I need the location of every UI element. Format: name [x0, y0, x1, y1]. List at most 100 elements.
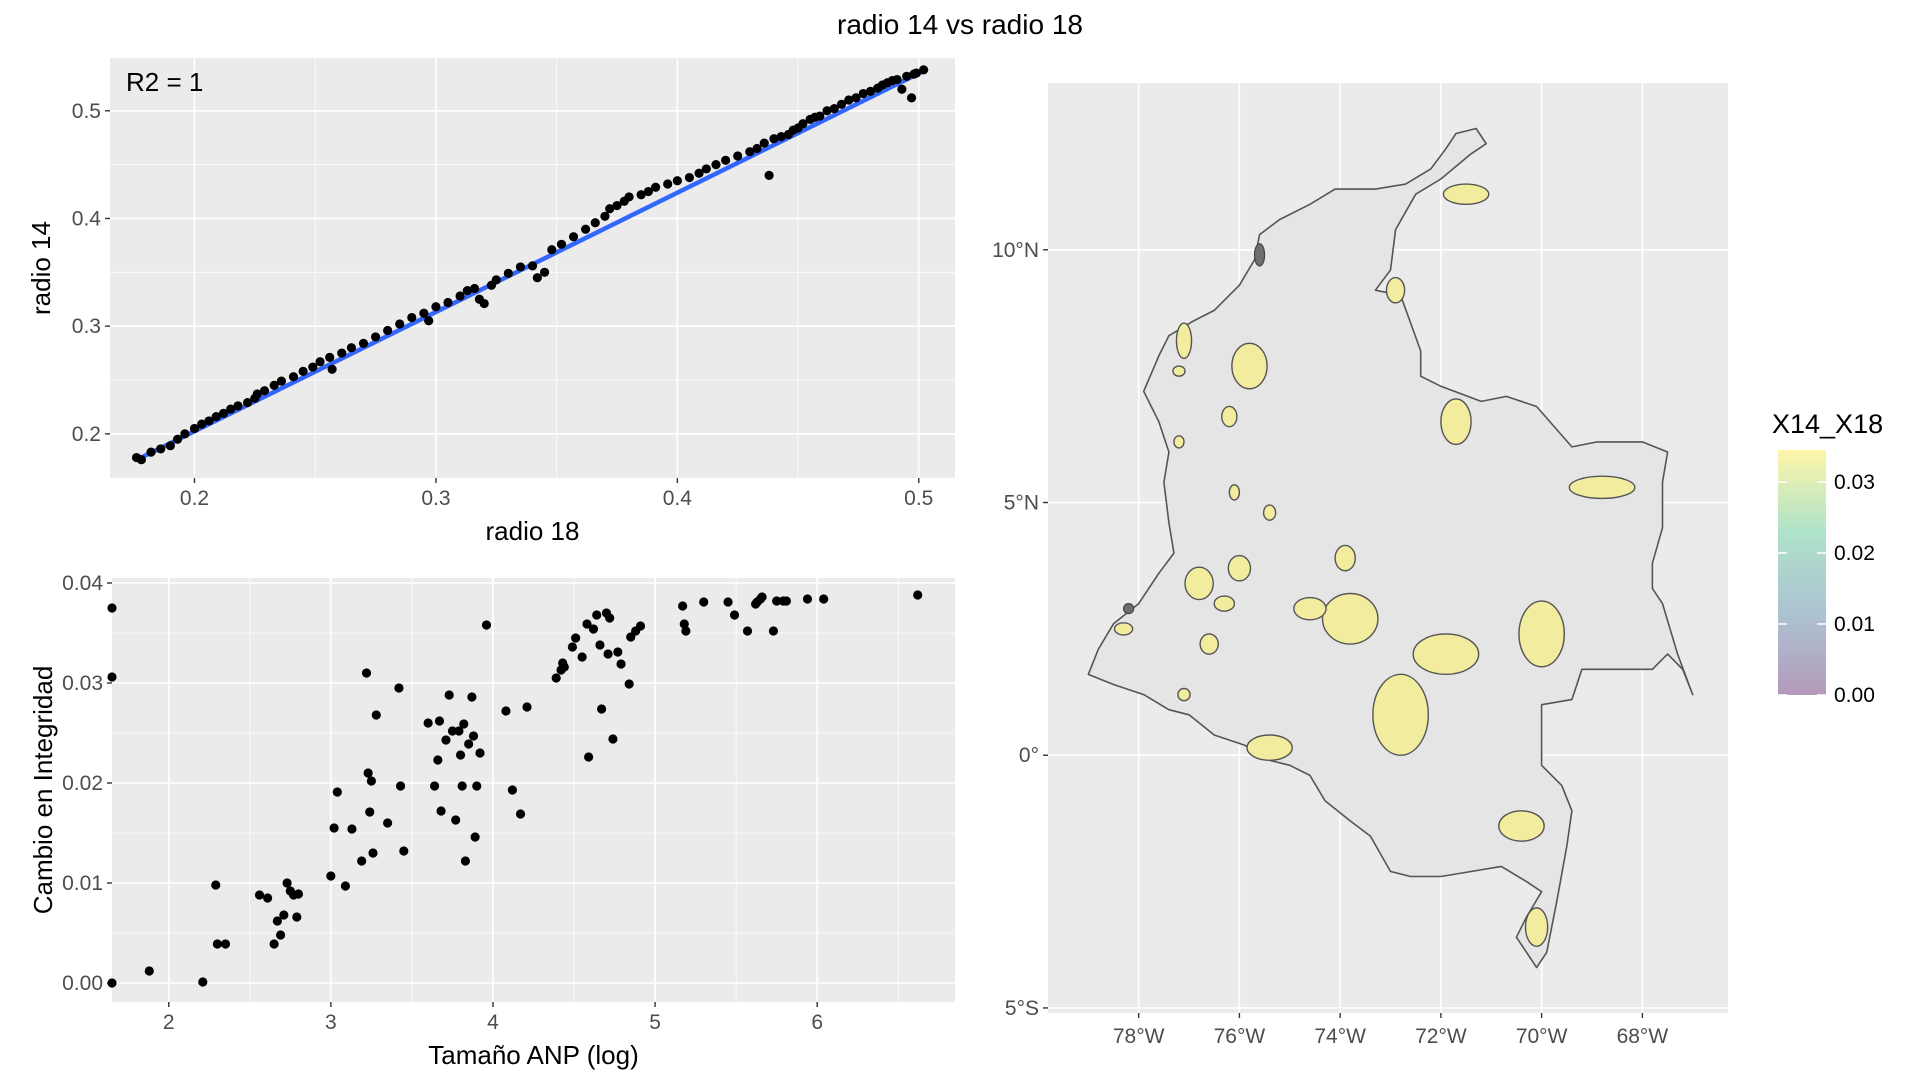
data-point	[457, 781, 467, 791]
data-point	[337, 348, 347, 358]
data-point	[559, 662, 569, 672]
data-point	[768, 626, 779, 636]
data-point	[173, 434, 183, 444]
x-tick-label: 0.5	[904, 487, 933, 510]
data-point	[370, 332, 381, 342]
data-point	[909, 69, 919, 79]
data-point	[165, 441, 175, 451]
protected-area	[1227, 554, 1252, 582]
data-point	[764, 170, 774, 180]
lat-tick-label: 5°S	[1005, 997, 1039, 1020]
data-point	[325, 352, 335, 362]
data-point	[107, 978, 117, 988]
data-point	[711, 160, 721, 170]
data-point	[596, 704, 607, 714]
x-tick-label: 0.3	[421, 487, 450, 510]
protected-area	[1231, 342, 1268, 390]
protected-area	[1372, 673, 1429, 756]
data-point	[757, 592, 767, 602]
protected-area	[1199, 633, 1219, 655]
data-point	[678, 601, 688, 611]
data-point	[491, 275, 501, 285]
lat-tick-label: 5°N	[1004, 492, 1039, 515]
map-panel: 78°W 76°W 74°W 72°W 70°W 68°W 10°N 5°N 0° 5°S	[992, 83, 1728, 1048]
data-point	[515, 262, 526, 272]
data-point	[701, 164, 711, 174]
data-point	[180, 429, 190, 439]
data-point	[844, 95, 854, 105]
data-point	[454, 726, 464, 736]
data-point	[613, 647, 623, 657]
lon-tick-label: 74°W	[1314, 1025, 1366, 1048]
protected-area	[1175, 322, 1193, 360]
protected-area-na	[1122, 602, 1135, 615]
data-point	[394, 683, 404, 693]
data-point	[605, 613, 615, 623]
legend-tick-label: 0.02	[1834, 542, 1875, 565]
data-point	[819, 594, 829, 604]
y-tick-label: 0.5	[72, 100, 101, 123]
data-point	[681, 626, 691, 636]
data-point	[694, 168, 704, 178]
lat-tick-label: 0°	[1019, 744, 1039, 767]
protected-area	[1442, 183, 1490, 206]
protected-area	[1228, 484, 1241, 501]
lon-tick-label: 78°W	[1113, 1025, 1165, 1048]
figure-title: radio 14 vs radio 18	[837, 9, 1083, 40]
data-point	[329, 823, 339, 833]
data-point	[419, 308, 429, 318]
data-point	[527, 261, 538, 271]
protected-area	[1440, 398, 1472, 446]
data-point	[347, 824, 357, 834]
data-point	[357, 856, 367, 866]
x-tick-label: 0.4	[663, 487, 693, 510]
data-point	[269, 380, 279, 390]
scatter-integridad-panel: 2 3 4 5 6 0.00 0.01 0.02 0.03 0.04 Tamaño ANP (log…	[28, 572, 955, 1070]
protected-area	[1262, 504, 1277, 521]
data-point	[595, 640, 605, 650]
lon-tick-label: 72°W	[1415, 1025, 1467, 1048]
data-point	[551, 673, 561, 683]
data-point	[470, 832, 480, 842]
data-point	[366, 776, 376, 786]
y-tick-label: 0.03	[62, 672, 103, 695]
x-tick-label: 0.2	[180, 487, 209, 510]
data-point	[802, 594, 813, 604]
data-point	[189, 423, 200, 434]
protected-area	[1334, 544, 1356, 572]
data-point	[897, 84, 907, 94]
data-point	[144, 966, 154, 976]
x-tick-label: 2	[163, 1011, 175, 1034]
data-point	[742, 626, 753, 636]
protected-area-na	[1253, 243, 1266, 267]
data-point	[441, 735, 451, 745]
data-point	[539, 267, 550, 277]
data-point	[507, 785, 518, 795]
data-point	[276, 930, 286, 940]
data-point	[269, 939, 279, 949]
data-point	[663, 179, 673, 189]
data-point	[919, 65, 929, 75]
x-tick-label: 4	[487, 1011, 499, 1034]
data-point	[308, 362, 318, 372]
data-point	[447, 726, 458, 736]
data-point	[395, 781, 406, 791]
data-point	[532, 273, 542, 283]
data-point	[315, 357, 325, 367]
protected-area	[1173, 435, 1185, 449]
data-point	[759, 138, 769, 148]
data-point	[600, 211, 610, 221]
data-point	[156, 444, 166, 454]
data-point	[395, 319, 405, 329]
data-point	[472, 781, 482, 791]
data-point	[211, 880, 221, 890]
data-point	[608, 734, 618, 744]
data-point	[547, 245, 557, 255]
data-point	[197, 419, 207, 429]
y-tick-label: 0.02	[62, 772, 103, 795]
data-point	[212, 939, 222, 949]
data-point	[501, 706, 511, 716]
data-point	[851, 93, 861, 103]
data-point	[211, 412, 221, 422]
